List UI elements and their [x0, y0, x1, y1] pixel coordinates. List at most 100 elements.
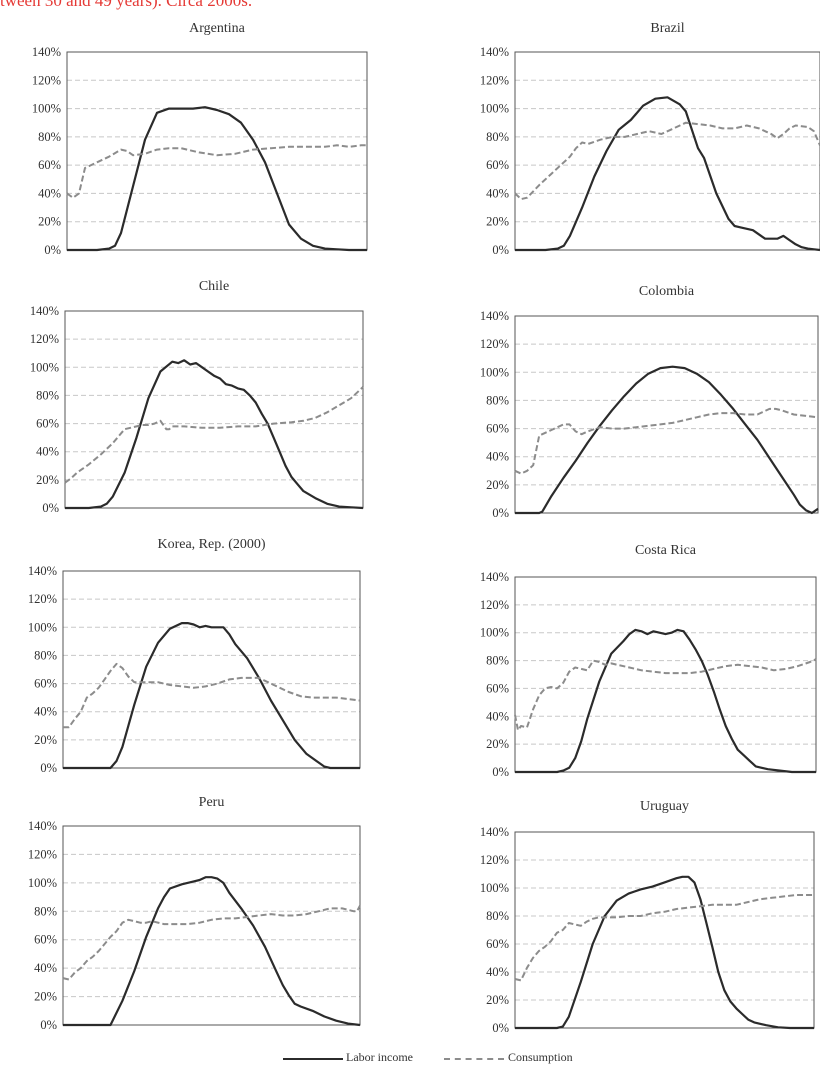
panel-1-y-tick-label: 120%	[32, 73, 61, 87]
panel-4-y-tick-label: 80%	[486, 393, 509, 407]
panel-8-title: Uruguay	[640, 799, 689, 814]
panel-4-y-tick-label: 40%	[486, 450, 509, 464]
panel-1-y-tick-label: 20%	[38, 215, 61, 229]
panel-7-labor-income-line	[63, 876, 361, 1027]
panel-1-plot-frame	[66, 51, 368, 251]
panel-6-y-tick-label: 80%	[486, 654, 509, 668]
panel-3-y-tick-label: 140%	[30, 304, 59, 318]
panel-7-y-tick-label: 20%	[34, 990, 57, 1004]
panel-2-plot-frame	[514, 51, 820, 251]
legend-labor-line	[283, 1058, 343, 1060]
legend-labor-label: Labor income	[346, 1050, 413, 1064]
panel-3-y-tick-label: 20%	[36, 473, 59, 487]
panel-1-labor-income-line	[67, 106, 367, 252]
panel-7-y-tick-label: 120%	[28, 847, 57, 861]
legend: Labor income Consumption	[0, 1050, 820, 1067]
panel-2-y-tick-label: 40%	[486, 186, 509, 200]
panel-8-y-tick-label: 80%	[486, 909, 509, 923]
panel-2-consumption-line	[514, 121, 820, 201]
panel-5-plot-frame	[62, 570, 361, 769]
panel-8-y-tick-label: 20%	[486, 993, 509, 1007]
panel-1-y-tick-label: 140%	[32, 45, 61, 59]
panel-6-y-tick-label: 60%	[486, 681, 509, 695]
panel-2-y-tick-label: 100%	[480, 102, 509, 116]
panel-7-y-tick-label: 140%	[28, 819, 57, 833]
panel-5-labor-income-line	[63, 621, 360, 770]
panel-6-title: Costa Rica	[635, 543, 697, 558]
panel-7-y-tick-label: 0%	[40, 1018, 57, 1032]
panel-5-consumption-line	[63, 662, 361, 729]
panel-8-consumption-line	[514, 894, 814, 982]
panel-4-title: Colombia	[639, 284, 695, 299]
panel-3-y-tick-label: 100%	[30, 360, 59, 374]
panel-8-y-tick-label: 0%	[492, 1021, 509, 1035]
panel-5-y-tick-label: 60%	[34, 677, 57, 691]
panel-4-plot-frame	[514, 315, 819, 514]
panel-2-y-tick-label: 80%	[486, 130, 509, 144]
panel-4-y-tick-label: 140%	[480, 309, 509, 323]
legend-consumption-line	[444, 1058, 504, 1060]
panel-2-y-tick-label: 20%	[486, 215, 509, 229]
panel-6-y-tick-label: 100%	[480, 626, 509, 640]
panel-7-y-tick-label: 100%	[28, 876, 57, 890]
panel-8-y-tick-label: 120%	[480, 853, 509, 867]
panel-6-y-tick-label: 20%	[486, 737, 509, 751]
panel-3-plot-frame	[64, 310, 364, 509]
panel-4-y-tick-label: 20%	[486, 478, 509, 492]
panel-8-labor-income-line	[515, 875, 814, 1030]
panel-5-y-tick-label: 100%	[28, 620, 57, 634]
panel-5-title: Korea, Rep. (2000)	[157, 537, 265, 552]
panel-2-labor-income-line	[515, 96, 820, 252]
panel-8-y-tick-label: 60%	[486, 937, 509, 951]
panel-8-plot-frame	[514, 831, 815, 1029]
page-header-fragment: tween 30 and 49 years). Circa 2000s.	[0, 0, 253, 10]
panel-2-y-tick-label: 60%	[486, 158, 509, 172]
panel-4-y-tick-label: 120%	[480, 337, 509, 351]
panel-5-y-tick-label: 0%	[40, 761, 57, 775]
panel-3-title: Chile	[199, 279, 229, 294]
panel-8-y-tick-label: 100%	[480, 881, 509, 895]
panel-1-y-tick-label: 60%	[38, 158, 61, 172]
panel-4-y-tick-label: 100%	[480, 365, 509, 379]
panel-5-y-tick-label: 80%	[34, 648, 57, 662]
panel-6-y-tick-label: 0%	[492, 765, 509, 779]
panel-1-title: Argentina	[189, 21, 246, 36]
panel-3-y-tick-label: 120%	[30, 332, 59, 346]
panel-5-y-tick-label: 140%	[28, 564, 57, 578]
panel-3-labor-income-line	[65, 359, 364, 510]
panel-1-y-tick-label: 0%	[44, 243, 61, 257]
panel-3-y-tick-label: 80%	[36, 388, 59, 402]
panel-3-y-tick-label: 40%	[36, 445, 59, 459]
panel-7-y-tick-label: 60%	[34, 933, 57, 947]
panel-1-consumption-line	[66, 144, 367, 199]
panel-2-y-tick-label: 0%	[492, 243, 509, 257]
panel-5-y-tick-label: 40%	[34, 705, 57, 719]
panel-5-y-tick-label: 20%	[34, 733, 57, 747]
panel-6-labor-income-line	[515, 628, 816, 774]
panel-6-plot-frame	[514, 576, 817, 773]
panel-5-y-tick-label: 120%	[28, 592, 57, 606]
panel-4-labor-income-line	[515, 365, 819, 515]
legend-consumption-label: Consumption	[508, 1050, 573, 1064]
panel-7-y-tick-label: 40%	[34, 961, 57, 975]
panel-7-consumption-line	[62, 905, 361, 981]
panel-1-y-tick-label: 40%	[38, 186, 61, 200]
panel-2-y-tick-label: 140%	[480, 45, 509, 59]
panel-3-y-tick-label: 60%	[36, 417, 59, 431]
panel-2-y-tick-label: 120%	[480, 73, 509, 87]
panel-7-y-tick-label: 80%	[34, 904, 57, 918]
panel-8-y-tick-label: 140%	[480, 825, 509, 839]
panel-4-consumption-line	[514, 407, 819, 475]
panel-3-consumption-line	[64, 386, 364, 484]
panel-3-y-tick-label: 0%	[42, 501, 59, 515]
panel-6-consumption-line	[514, 658, 817, 732]
panel-4-y-tick-label: 60%	[486, 422, 509, 436]
panel-6-y-tick-label: 140%	[480, 570, 509, 584]
panel-6-y-tick-label: 120%	[480, 598, 509, 612]
panel-1-y-tick-label: 100%	[32, 102, 61, 116]
panel-1-y-tick-label: 80%	[38, 130, 61, 144]
panel-2-title: Brazil	[650, 21, 684, 36]
panel-6-y-tick-label: 40%	[486, 709, 509, 723]
panel-4-y-tick-label: 0%	[492, 506, 509, 520]
